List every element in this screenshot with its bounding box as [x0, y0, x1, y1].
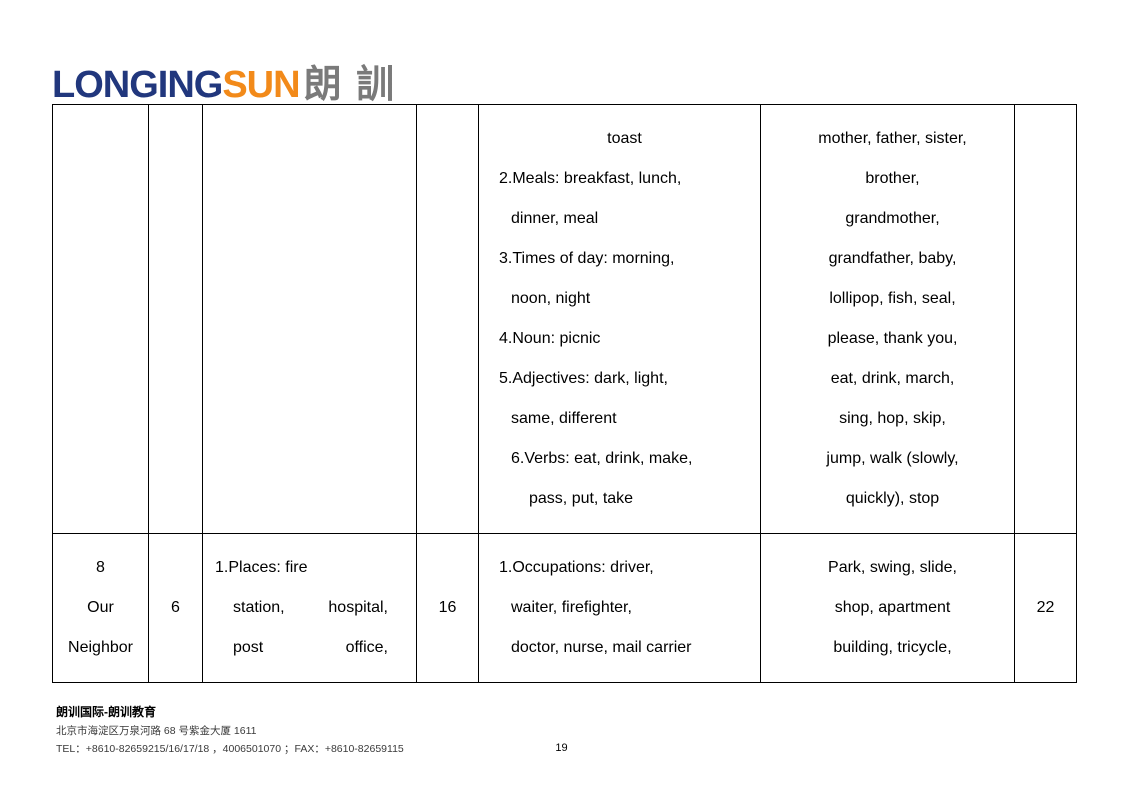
text: brother,	[781, 159, 1004, 199]
text: lollipop, fish, seal,	[781, 279, 1004, 319]
cell-vocab-a: toast 2.Meals: breakfast, lunch, dinner,…	[479, 105, 761, 534]
logo-orange: SUN	[222, 64, 299, 106]
cell-hours-b: 16	[417, 534, 479, 683]
cell-total: 22	[1015, 534, 1077, 683]
text: grandfather, baby,	[781, 239, 1004, 279]
text: doctor, nurse, mail carrier	[499, 628, 750, 668]
text: Our	[53, 588, 148, 628]
logo-cn: 朗 訓	[304, 64, 397, 106]
text: station,	[215, 588, 285, 628]
cell-topic-a	[203, 105, 417, 534]
text: quickly), stop	[781, 479, 1004, 519]
text: Park, swing, slide,	[781, 548, 1004, 588]
table-row: toast 2.Meals: breakfast, lunch, dinner,…	[53, 105, 1077, 534]
text: station, hospital,	[215, 588, 406, 628]
cell-hours-a: 6	[149, 534, 203, 683]
text: 6.Verbs: eat, drink, make,	[499, 439, 750, 479]
text: 5.Adjectives: dark, light,	[499, 359, 750, 399]
text: 3.Times of day: morning,	[499, 239, 750, 279]
text: building, tricycle,	[781, 628, 1004, 668]
text: jump, walk (slowly,	[781, 439, 1004, 479]
text: Neighbor	[53, 628, 148, 668]
text: hospital,	[328, 588, 388, 628]
text: grandmother,	[781, 199, 1004, 239]
text: please, thank you,	[781, 319, 1004, 359]
text: 1.Occupations: driver,	[499, 548, 750, 588]
text: 8	[53, 548, 148, 588]
footer-address: 北京市海淀区万泉河路 68 号紫金大厦 1611	[56, 723, 404, 738]
cell-hours-a	[149, 105, 203, 534]
text: 2.Meals: breakfast, lunch,	[499, 159, 750, 199]
table-row: 8 Our Neighbor 6 1.Places: fire station,…	[53, 534, 1077, 683]
cell-vocab-a: 1.Occupations: driver, waiter, firefight…	[479, 534, 761, 683]
cell-topic-a: 1.Places: fire station, hospital, post o…	[203, 534, 417, 683]
cell-total	[1015, 105, 1077, 534]
text: mother, father, sister,	[781, 119, 1004, 159]
curriculum-table: toast 2.Meals: breakfast, lunch, dinner,…	[52, 104, 1077, 683]
text: 1.Places: fire	[215, 548, 406, 588]
footer-name: 朗训国际-朗训教育	[56, 703, 404, 720]
logo-blue: LONGING	[52, 64, 222, 106]
text: same, different	[499, 399, 750, 439]
text: toast	[499, 119, 750, 159]
text: post	[215, 628, 263, 668]
text: noon, night	[499, 279, 750, 319]
text: 4.Noun: picnic	[499, 319, 750, 359]
cell-hours-b	[417, 105, 479, 534]
cell-unit	[53, 105, 149, 534]
text: shop, apartment	[781, 588, 1004, 628]
text: post office,	[215, 628, 406, 668]
text: sing, hop, skip,	[781, 399, 1004, 439]
text: eat, drink, march,	[781, 359, 1004, 399]
cell-vocab-b: Park, swing, slide, shop, apartment buil…	[761, 534, 1015, 683]
cell-unit: 8 Our Neighbor	[53, 534, 149, 683]
text: dinner, meal	[499, 199, 750, 239]
text: pass, put, take	[499, 479, 750, 519]
page-number: 19	[0, 742, 1123, 754]
logo: LONGINGSUN朗 訓	[52, 53, 396, 108]
text: waiter, firefighter,	[499, 588, 750, 628]
cell-vocab-b: mother, father, sister, brother, grandmo…	[761, 105, 1015, 534]
text: office,	[346, 628, 388, 668]
